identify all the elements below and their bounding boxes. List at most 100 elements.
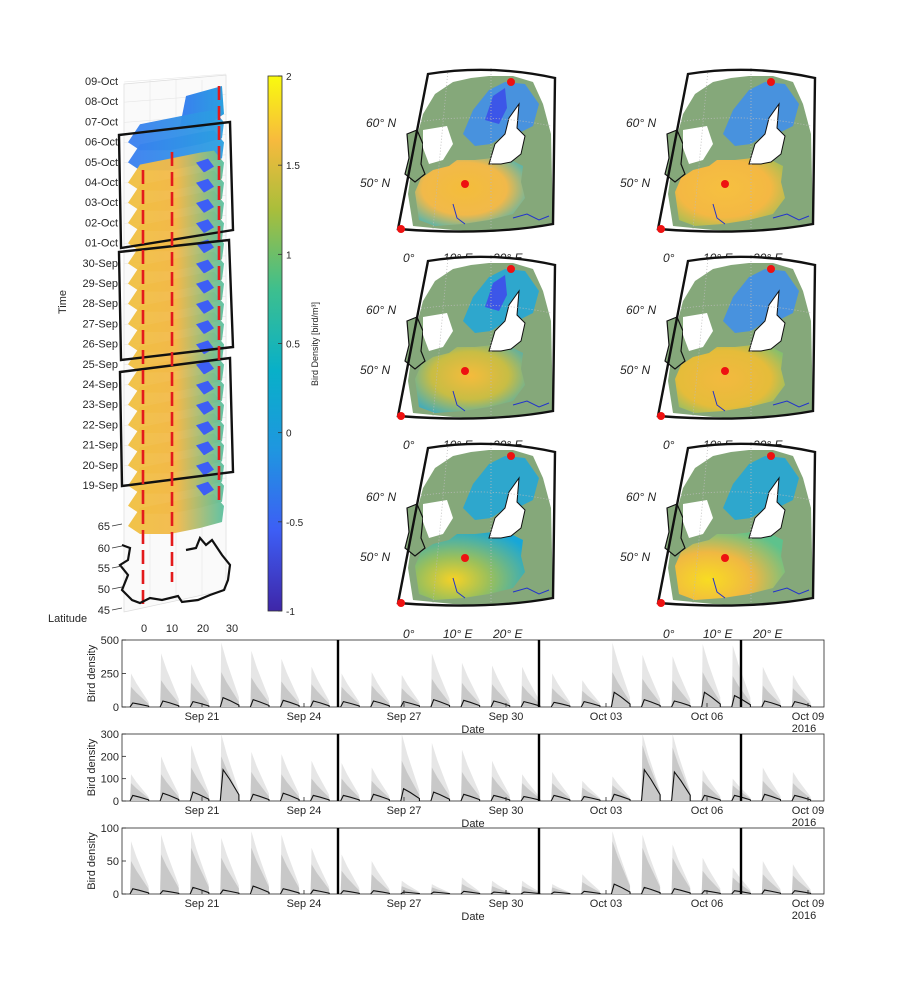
quantile-band-mid — [791, 783, 811, 801]
latitude-axis-label: Latitude — [48, 613, 87, 625]
map-lon-label: 0° — [403, 438, 415, 452]
quantile-band-mid — [130, 686, 149, 707]
median-line — [279, 699, 300, 708]
radar-site — [767, 452, 775, 460]
density-slice — [128, 494, 224, 534]
median-line — [400, 891, 420, 895]
map-frame — [656, 442, 817, 607]
map-lon-label: 0° — [663, 627, 675, 641]
quantile-band-mid — [130, 783, 149, 801]
x-tick-label: Oct 06 — [691, 711, 723, 723]
quantile-band-mid — [250, 771, 270, 801]
cube-date-label: 19-Sep — [83, 480, 118, 492]
x-tick-label: Oct 09 — [792, 805, 824, 817]
median-line — [640, 768, 661, 802]
density-patch — [196, 320, 214, 335]
density-field — [723, 82, 799, 146]
median-line — [610, 793, 631, 802]
map-lat-label: 60° N — [366, 116, 396, 130]
median-line — [580, 701, 601, 708]
cube-lat-tick-mark — [111, 523, 123, 527]
median-line — [701, 691, 721, 708]
median-line — [430, 891, 451, 895]
river — [512, 400, 550, 408]
quantile-band-mid — [130, 861, 149, 894]
quantile-band-mid — [581, 787, 600, 801]
median-line — [430, 791, 451, 802]
cube-date-label: 07-Oct — [85, 116, 118, 128]
density-field — [675, 345, 785, 413]
radar-site — [507, 78, 515, 86]
sea — [423, 126, 453, 164]
y-tick-label: 250 — [101, 669, 119, 681]
quantile-band-mid — [671, 680, 691, 707]
cube-lat-tick: 65 — [98, 521, 110, 533]
median-line — [580, 890, 601, 895]
median-line — [219, 768, 240, 802]
map-lat-label: 50° N — [620, 176, 650, 190]
colorbar-tick-label: 0.5 — [286, 340, 300, 351]
x-axis-label: Date — [461, 911, 484, 923]
cube-lon-tick: 30 — [226, 623, 238, 635]
x-tick-label: Sep 24 — [287, 805, 322, 817]
density-patch — [196, 259, 214, 274]
quantile-band-mid — [460, 771, 480, 801]
map-lat-label: 50° N — [620, 550, 650, 564]
quantile-band-mid — [761, 874, 781, 894]
map-lat-label: 60° N — [366, 490, 396, 504]
median-line — [310, 889, 330, 895]
quantile-band-mid — [701, 672, 721, 707]
map-lon-label: 20° E — [752, 627, 783, 641]
sea — [488, 476, 526, 539]
median-line — [640, 698, 661, 708]
y-tick-label: 500 — [101, 635, 119, 647]
median-line — [761, 700, 782, 708]
map-lon-label: 20° E — [492, 627, 523, 641]
map-lat-label: 60° N — [626, 490, 656, 504]
y-tick-label: 0 — [113, 702, 119, 714]
median-line — [640, 886, 661, 895]
cube-date-label: 23-Sep — [83, 399, 118, 411]
median-line — [370, 890, 390, 895]
map-frame — [656, 255, 817, 420]
map-panel: 60° N50° N0°10° E20° E — [360, 68, 557, 265]
density-patch — [196, 380, 214, 395]
median-line — [219, 696, 240, 708]
density-patch — [196, 178, 214, 193]
year-label: 2016 — [792, 723, 816, 735]
quantile-band-mid — [611, 785, 631, 801]
quantile-band-mid — [190, 682, 209, 707]
highlight-box-1 — [117, 120, 235, 250]
radar-site — [767, 265, 775, 273]
median-line — [370, 700, 390, 708]
x-tick-label: Sep 30 — [489, 898, 524, 910]
median-line — [279, 792, 300, 802]
cube-date-label: 28-Sep — [83, 298, 118, 310]
density-patch — [196, 441, 214, 456]
timeseries-panel: 0 250 500 Sep 21 Sep 24 Sep 27 Sep 30 Oct 03 Oct… — [86, 635, 825, 736]
x-tick-label: Sep 21 — [185, 898, 220, 910]
cube-date-label: 03-Oct — [85, 197, 118, 209]
sea — [488, 102, 526, 165]
sea — [748, 102, 786, 165]
median-line — [189, 701, 210, 708]
median-line — [550, 794, 571, 802]
density-field — [485, 275, 507, 311]
river — [772, 400, 810, 408]
median-line — [340, 701, 360, 708]
river — [452, 577, 466, 599]
radar-site — [397, 412, 405, 420]
median-line — [129, 702, 150, 708]
colorbar-tick-label: 1 — [286, 250, 292, 261]
cube-lon-tick: 10 — [166, 623, 178, 635]
x-tick-label: Sep 27 — [387, 711, 422, 723]
cube-date-label: 04-Oct — [85, 177, 118, 189]
cube-lon-tick: 0 — [141, 623, 147, 635]
map-panel: 60° N50° N0°10° E20° E — [620, 255, 817, 452]
quantile-band-mid — [400, 760, 420, 801]
y-tick-label: 0 — [113, 889, 119, 901]
map-lon-label: 0° — [663, 251, 675, 265]
river — [452, 203, 466, 225]
